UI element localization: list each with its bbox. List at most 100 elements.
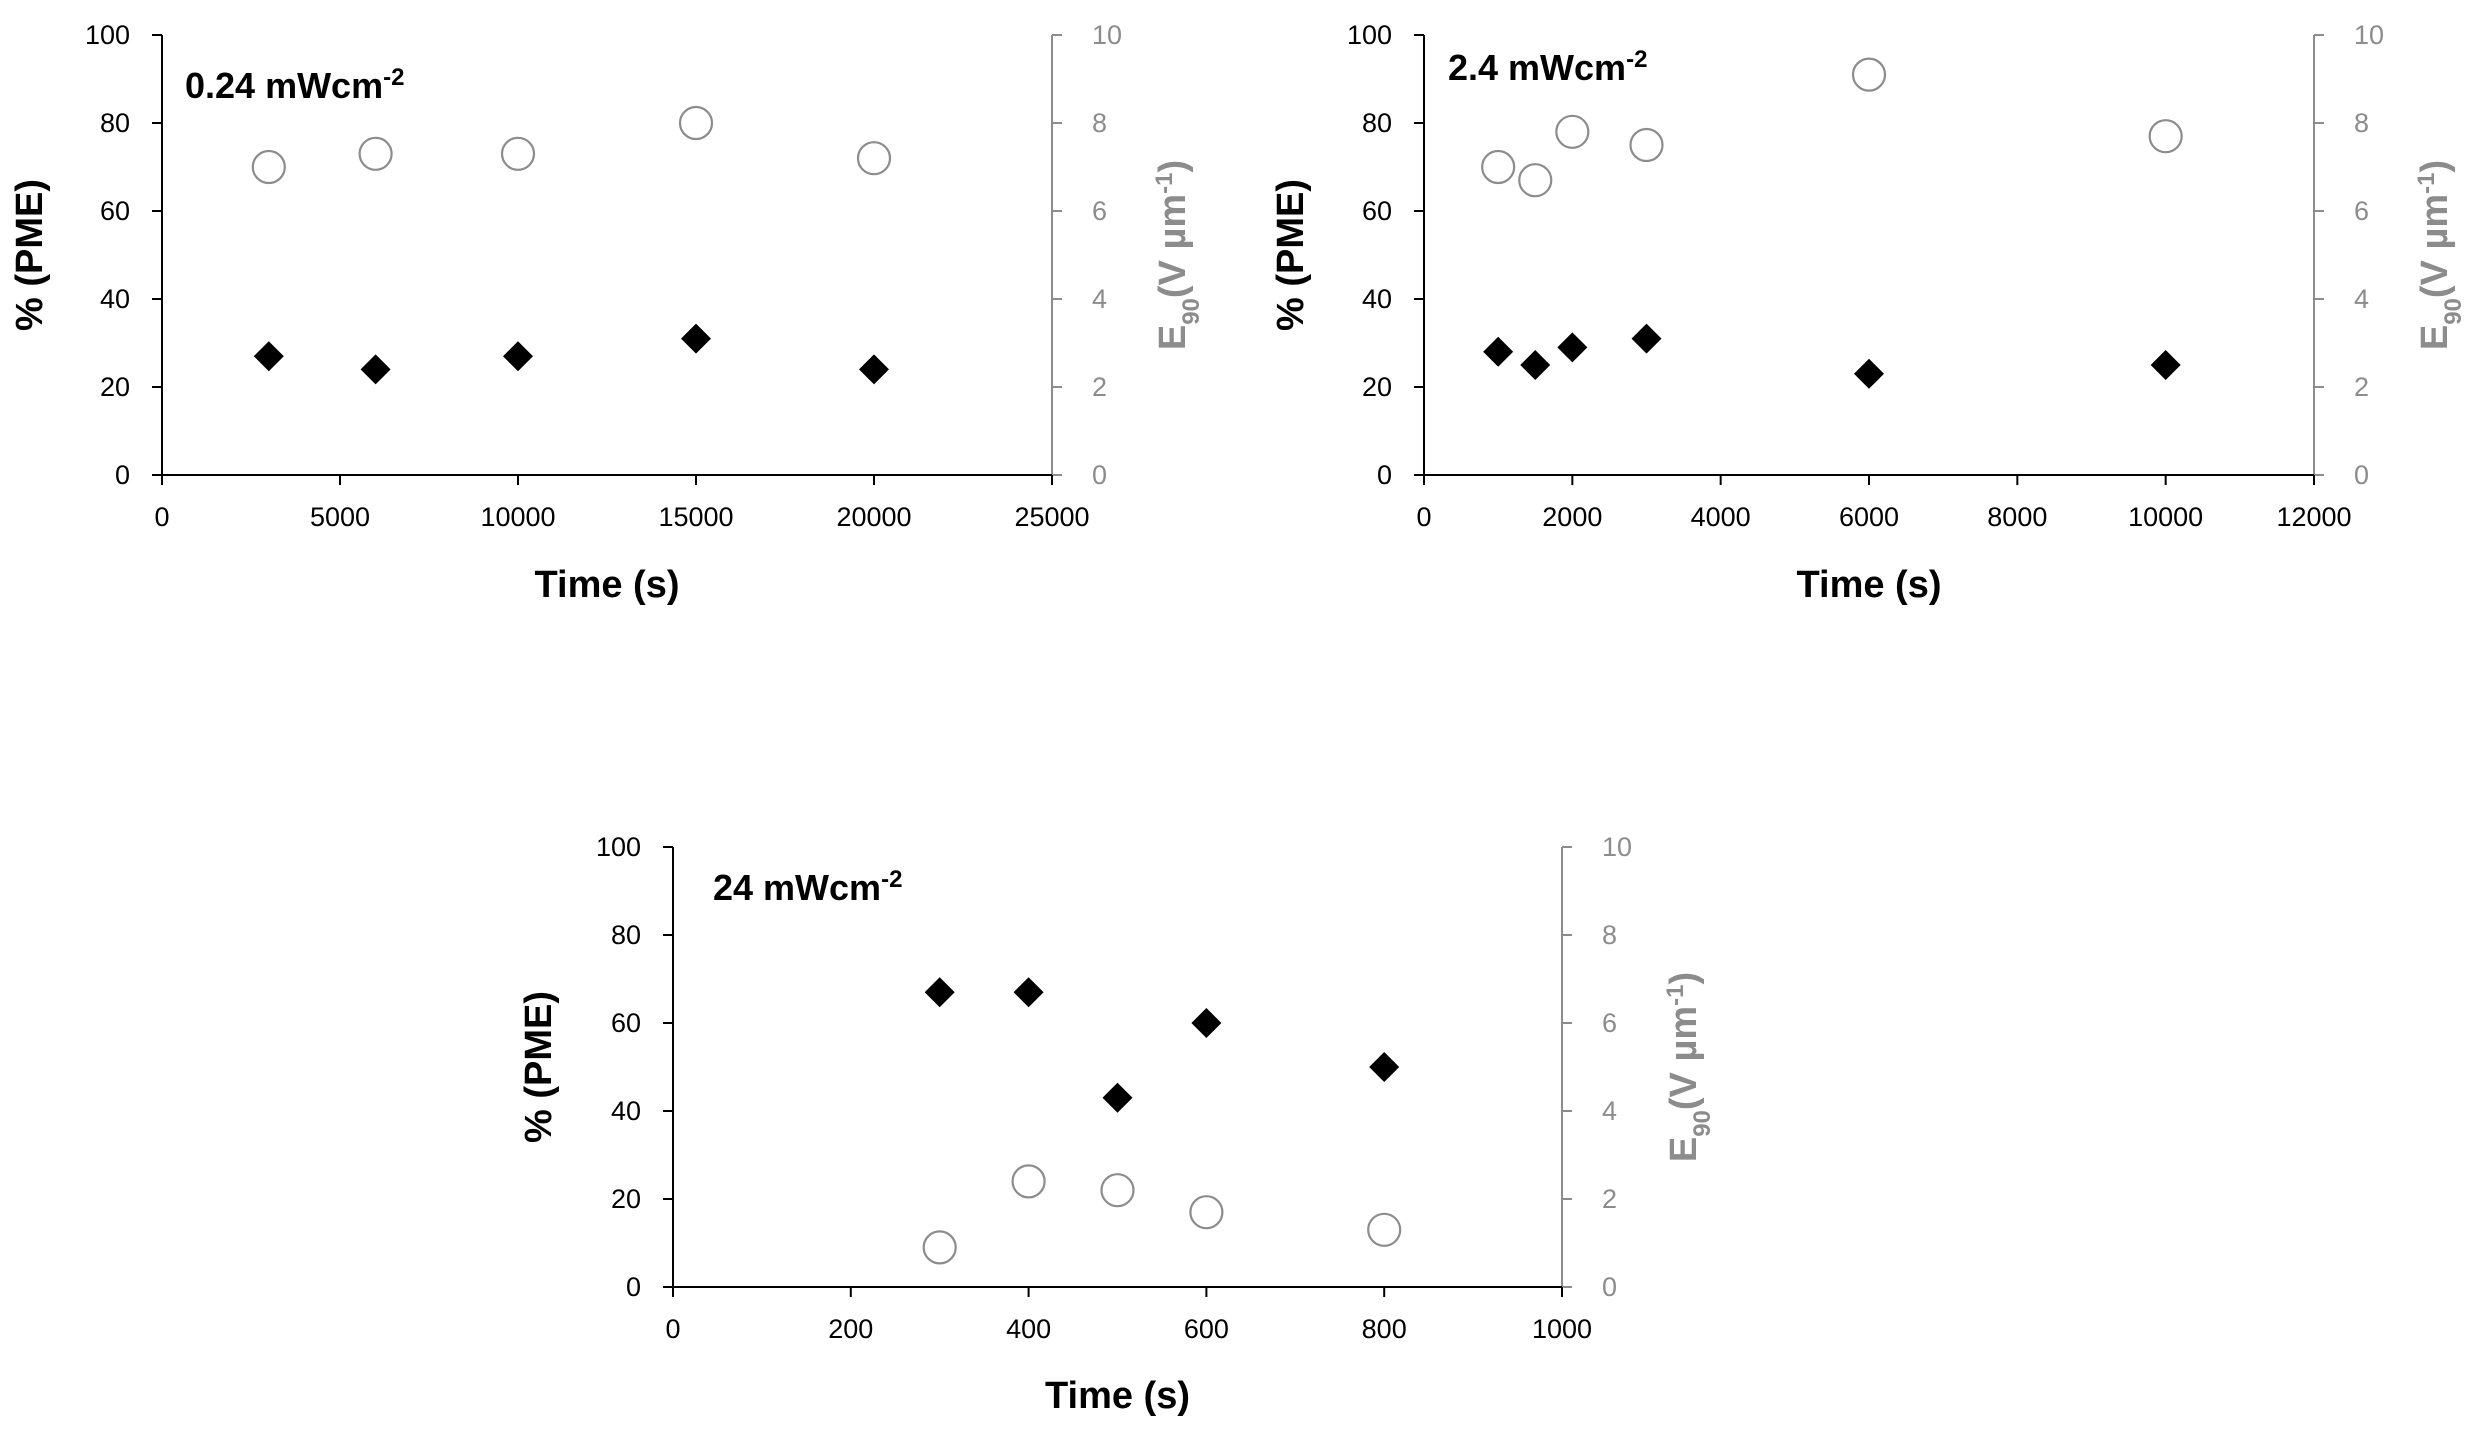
y-axis-title-right-sup: -1 (1151, 173, 1178, 194)
y-tick-label-left: 0 (1377, 460, 1392, 490)
panel-label-main: 0.24 mWcm (185, 65, 383, 106)
data-point-pme (1520, 350, 1551, 380)
data-point-pme (1631, 323, 1662, 354)
data-point-e90 (1367, 1212, 1402, 1247)
y-tick-label-left: 80 (100, 108, 130, 138)
y-tick-label-right: 2 (2354, 372, 2369, 402)
x-tick-label: 200 (828, 1314, 873, 1344)
x-tick-label: 4000 (1691, 502, 1751, 532)
y-tick-label-left: 20 (611, 1184, 641, 1214)
panel-label-main: 2.4 mWcm (1448, 47, 1626, 88)
y-tick-label-left: 100 (596, 832, 641, 862)
data-point-e90 (1011, 1164, 1046, 1199)
data-point-pme (1013, 977, 1044, 1008)
data-point-e90 (500, 136, 536, 171)
y-tick-label-right: 10 (1602, 832, 1632, 862)
data-point-pme (681, 323, 711, 354)
x-tick-label: 2000 (1542, 502, 1602, 532)
y-tick-label-left: 40 (1362, 284, 1392, 314)
y-axis-title-right: E90(V µm-1) (1662, 972, 1716, 1162)
y-axis-title-right-units: (V µm (1663, 1006, 1705, 1110)
y-axis-title-right: E90(V µm-1) (1151, 160, 1205, 350)
y-tick-label-right: 8 (2354, 108, 2369, 138)
panel-label: 24 mWcm-2 (713, 866, 902, 909)
y-tick-label-left: 40 (611, 1096, 641, 1126)
y-tick-label-left: 0 (626, 1272, 641, 1302)
data-point-e90 (856, 141, 892, 176)
data-point-e90 (1851, 57, 1887, 92)
x-tick-label: 6000 (1839, 502, 1899, 532)
y-axis-title-right-sub: 90 (1689, 1110, 1716, 1137)
y-axis-title-right-main: E (1152, 325, 1194, 350)
x-axis-title: Time (s) (1796, 564, 1941, 606)
x-tick-label: 10000 (2128, 502, 2203, 532)
y-tick-label-right: 4 (1092, 284, 1107, 314)
x-tick-label: 0 (1416, 502, 1431, 532)
y-axis-title-right-close: ) (2414, 160, 2456, 173)
x-tick-label: 0 (665, 1314, 680, 1344)
panel-label-main: 24 mWcm (713, 867, 881, 908)
data-point-e90 (358, 136, 393, 171)
y-axis-title-right-sup: -1 (1662, 985, 1689, 1006)
y-axis-title-right: E90(V µm-1) (2413, 160, 2467, 350)
x-tick-label: 400 (1006, 1314, 1051, 1344)
y-axis-title-right-main: E (2414, 325, 2456, 350)
x-tick-label: 1000 (1532, 1314, 1592, 1344)
data-point-e90 (678, 105, 714, 141)
y-tick-label-right: 10 (2354, 20, 2384, 50)
y-tick-label-left: 0 (115, 460, 130, 490)
data-point-pme (253, 341, 284, 372)
y-axis-title-left: % (PME) (9, 179, 51, 331)
data-point-pme (1191, 1008, 1222, 1038)
x-tick-label: 8000 (1987, 502, 2047, 532)
x-tick-label: 0 (154, 502, 169, 532)
y-tick-label-right: 2 (1602, 1184, 1617, 1214)
y-tick-label-right: 6 (1602, 1008, 1617, 1038)
y-tick-label-left: 60 (100, 196, 130, 226)
y-tick-label-right: 8 (1092, 108, 1107, 138)
x-axis-title: Time (s) (1045, 1375, 1190, 1417)
y-axis-title-right-close: ) (1663, 972, 1705, 985)
y-tick-label-right: 4 (2354, 284, 2369, 314)
data-point-e90 (1189, 1195, 1224, 1230)
y-axis-title-right-close: ) (1152, 160, 1194, 173)
y-tick-label-left: 80 (1362, 108, 1392, 138)
data-point-e90 (1481, 149, 1516, 185)
data-point-pme (360, 354, 391, 385)
x-tick-label: 15000 (658, 502, 733, 532)
panel-label-sup: -2 (1626, 46, 1647, 73)
data-point-pme (1557, 332, 1588, 363)
y-axis-title-right-units: (V µm (2414, 194, 2456, 298)
y-tick-label-right: 4 (1602, 1096, 1617, 1126)
y-tick-label-left: 100 (85, 20, 130, 50)
data-point-e90 (1100, 1173, 1135, 1208)
x-axis-title: Time (s) (534, 564, 679, 606)
x-tick-label: 800 (1362, 1314, 1407, 1344)
y-axis-title-right-units: (V µm (1152, 194, 1194, 298)
x-tick-label: 5000 (310, 502, 370, 532)
data-point-e90 (922, 1230, 957, 1265)
panel-label-sup: -2 (881, 866, 902, 893)
panel-label: 0.24 mWcm-2 (185, 64, 404, 107)
data-point-e90 (2148, 119, 2183, 154)
data-point-pme (924, 977, 955, 1008)
y-tick-label-left: 100 (1347, 20, 1392, 50)
y-tick-label-right: 0 (1092, 460, 1107, 490)
y-tick-label-left: 20 (100, 372, 130, 402)
panel-label: 2.4 mWcm-2 (1448, 46, 1647, 89)
panel-label-sup: -2 (383, 64, 404, 91)
y-axis-title-right-sup: -1 (2413, 173, 2440, 194)
y-axis-title-left: % (PME) (518, 991, 560, 1143)
data-point-e90 (1629, 127, 1664, 163)
data-point-pme (1102, 1082, 1133, 1113)
y-tick-label-right: 10 (1092, 20, 1122, 50)
y-tick-label-right: 6 (2354, 196, 2369, 226)
data-point-pme (1483, 336, 1514, 367)
data-point-e90 (251, 149, 286, 185)
y-axis-title-right-main: E (1663, 1137, 1705, 1162)
y-tick-label-left: 60 (611, 1008, 641, 1038)
y-tick-label-right: 8 (1602, 920, 1617, 950)
